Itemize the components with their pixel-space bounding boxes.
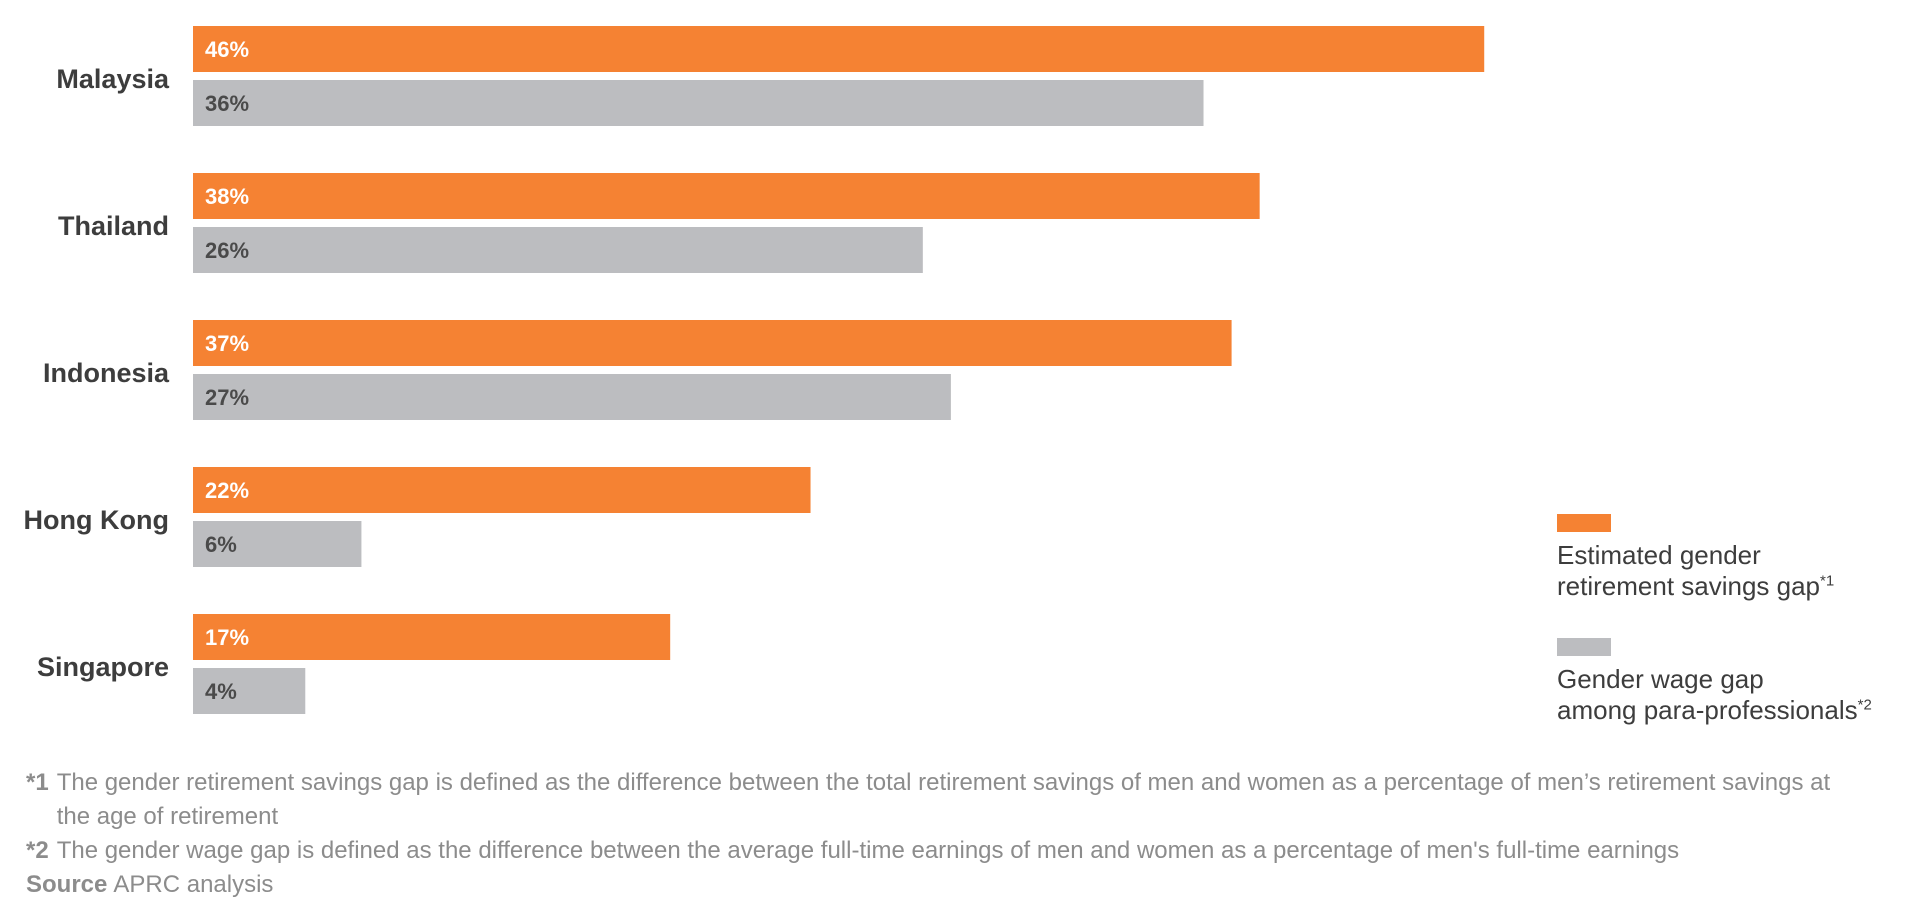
footnote-2-text: The gender wage gap is defined as the di… xyxy=(56,837,1680,864)
legend-label-wage-gap: Gender wage gap among para-professionals xyxy=(1557,664,1858,725)
footnote-1: *1 The gender retirement savings gap is … xyxy=(26,766,1866,834)
legend-item-wage-gap: Gender wage gap among para-professionals… xyxy=(1557,638,1897,726)
source-text: APRC analysis xyxy=(113,871,274,898)
source-label: Source xyxy=(26,871,108,898)
legend-footnote-mark-1: *1 xyxy=(1820,572,1835,590)
bar-thailand-series-2 xyxy=(193,227,923,273)
footnote-1-mark: *1 xyxy=(26,769,49,796)
value-label-indonesia-series-2: 27% xyxy=(205,385,249,410)
value-label-malaysia-series-1: 46% xyxy=(205,37,249,62)
legend: Estimated gender retirement savings gap*… xyxy=(1557,514,1897,762)
bar-malaysia-series-2 xyxy=(193,80,1204,126)
bar-hong-kong-series-1 xyxy=(193,467,811,513)
legend-item-savings-gap: Estimated gender retirement savings gap*… xyxy=(1557,514,1897,602)
legend-footnote-mark-2: *2 xyxy=(1857,696,1872,714)
value-label-thailand-series-2: 26% xyxy=(205,238,249,263)
source-line: Source APRC analysis xyxy=(26,868,1866,902)
legend-swatch-savings-gap xyxy=(1557,514,1611,532)
value-label-indonesia-series-1: 37% xyxy=(205,331,249,356)
bar-indonesia-series-2 xyxy=(193,374,951,420)
footnote-1-text: The gender retirement savings gap is def… xyxy=(56,769,1831,830)
category-label-thailand: Thailand xyxy=(58,211,169,241)
value-label-singapore-series-2: 4% xyxy=(205,679,237,704)
footnote-2-mark: *2 xyxy=(26,837,49,864)
bar-singapore-series-2 xyxy=(193,668,306,714)
category-label-malaysia: Malaysia xyxy=(56,64,170,94)
legend-swatch-wage-gap xyxy=(1557,638,1611,656)
value-label-thailand-series-1: 38% xyxy=(205,184,249,209)
category-label-singapore: Singapore xyxy=(37,652,169,682)
category-label-hong-kong: Hong Kong xyxy=(24,505,169,535)
bar-indonesia-series-1 xyxy=(193,320,1232,366)
value-label-singapore-series-1: 17% xyxy=(205,625,249,650)
legend-label-savings-gap: Estimated gender retirement savings gap xyxy=(1557,540,1821,601)
value-label-hong-kong-series-1: 22% xyxy=(205,478,249,503)
bar-chart: Malaysia 46% 36% Thailand 38% 26% Indonesia 37%… xyxy=(24,26,1485,714)
bar-thailand-series-1 xyxy=(193,173,1260,219)
value-label-hong-kong-series-2: 6% xyxy=(205,532,237,557)
category-label-indonesia: Indonesia xyxy=(43,358,170,388)
value-label-malaysia-series-2: 36% xyxy=(205,91,249,116)
bar-hong-kong-series-2 xyxy=(193,521,362,567)
bar-singapore-series-1 xyxy=(193,614,671,660)
footnote-2: *2 The gender wage gap is defined as the… xyxy=(26,834,1866,868)
footnotes: *1 The gender retirement savings gap is … xyxy=(26,766,1866,902)
bar-malaysia-series-1 xyxy=(193,26,1485,72)
